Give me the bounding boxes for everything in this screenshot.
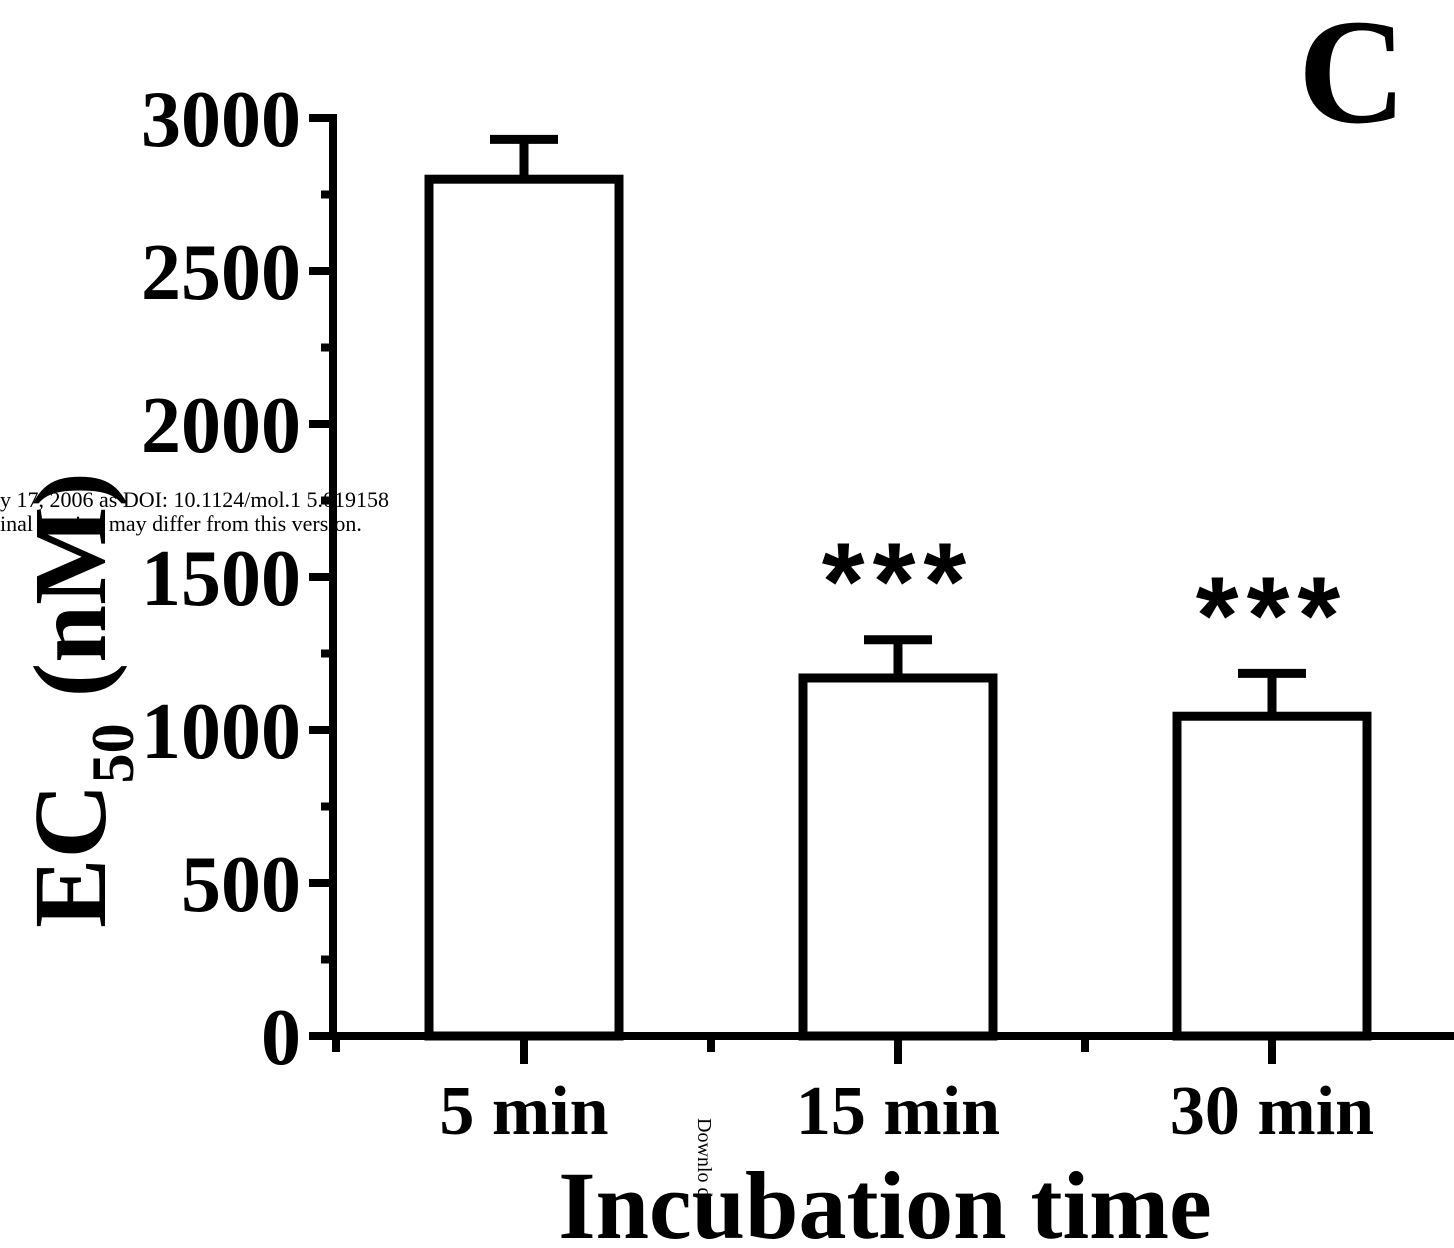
y-tick-label: 0: [261, 994, 301, 1082]
y-tick-label: 1500: [141, 535, 301, 623]
y-axis-title: EC50 (nM): [13, 472, 146, 928]
x-category-label: 30 min: [1170, 1073, 1374, 1150]
y-axis-title-main: EC: [13, 783, 128, 927]
panel-label: C: [1298, 0, 1406, 155]
y-axis-title-subscript: 50: [80, 723, 146, 783]
significance-marker: ***: [1196, 554, 1348, 677]
y-ticks: 0 500 1000 1500 2000 2500 3000: [141, 76, 333, 1082]
watermark-vertical: Downlo d: [693, 1118, 715, 1197]
y-axis-title-unit: (nM): [13, 472, 128, 723]
bar: [798, 673, 998, 1041]
bar: [1172, 711, 1372, 1041]
y-tick-label: 1000: [141, 688, 301, 776]
x-category-label: 15 min: [796, 1073, 1000, 1150]
y-tick-label: 2000: [141, 382, 301, 470]
bar: [424, 174, 624, 1041]
svg-text:EC50 (nM): EC50 (nM): [13, 472, 146, 928]
x-axis-title: Incubation time: [558, 1152, 1211, 1248]
significance-marker: ***: [822, 521, 974, 644]
y-tick-label: 2500: [141, 229, 301, 317]
watermark-line-2: inal version may differ from this versio…: [0, 511, 362, 536]
watermark-line-1: y 17, 2006 as DOI: 10.1124/mol.1 5.01915…: [0, 487, 389, 512]
x-category-label: 5 min: [439, 1073, 608, 1150]
chart-bars: 5 min 15 min *** 30 min ***: [424, 134, 1374, 1150]
y-tick-label: 500: [181, 841, 301, 929]
y-tick-label: 3000: [141, 76, 301, 164]
